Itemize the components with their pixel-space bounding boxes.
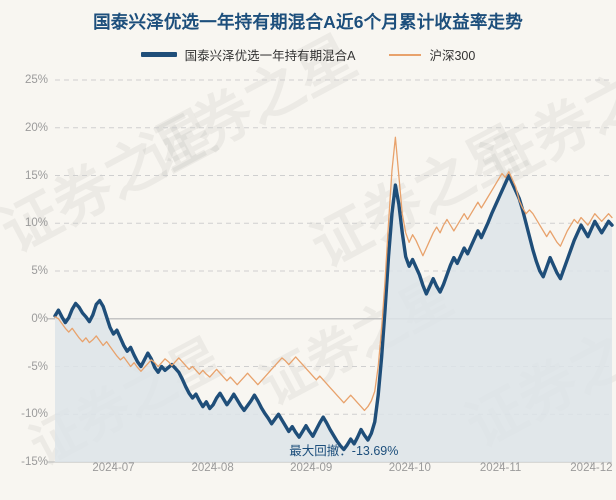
- y-axis-tick: 20%: [24, 121, 48, 134]
- max-drawdown-annotation: 最大回撤：-13.69%: [289, 444, 399, 458]
- y-axis-tick: -5%: [27, 360, 48, 373]
- legend-label-fund: 国泰兴泽优选一年持有期混合A: [184, 49, 356, 63]
- y-axis-tick: 0%: [31, 312, 48, 325]
- y-axis-tick: 5%: [31, 265, 48, 277]
- x-axis-tick: 2024-11: [479, 462, 522, 474]
- legend-swatch-index-icon: [389, 53, 422, 56]
- legend-item-fund[interactable]: 国泰兴泽优选一年持有期混合A: [140, 45, 356, 64]
- y-axis-tick: 25%: [24, 74, 48, 86]
- y-axis-tick: -10%: [21, 408, 48, 421]
- chart-legend: 国泰兴泽优选一年持有期混合A 沪深300: [0, 45, 616, 64]
- y-axis-tick: 10%: [24, 217, 48, 230]
- legend-swatch-fund-icon: [140, 52, 177, 57]
- y-axis-tick: 15%: [24, 169, 48, 182]
- legend-item-index[interactable]: 沪深300: [389, 45, 475, 64]
- legend-label-index: 沪深300: [429, 49, 476, 63]
- y-axis-labels: 25% 20% 15% 10% 5% 0% -5% -10% -15%: [0, 0, 48, 500]
- x-axis-tick: 2024-12: [570, 462, 613, 474]
- chart-title: 国泰兴泽优选一年持有期混合A近6个月累计收益率走势: [93, 12, 523, 32]
- x-axis-tick: 2024-08: [191, 462, 234, 474]
- x-axis-labels: 2024-07 2024-08 2024-09 2024-10 2024-11 2024-…: [0, 462, 616, 486]
- x-axis-tick: 2024-10: [388, 462, 431, 474]
- y-axis-tick: -15%: [21, 456, 48, 468]
- x-axis-tick: 2024-09: [290, 462, 333, 474]
- x-axis-tick: 2024-07: [92, 462, 135, 474]
